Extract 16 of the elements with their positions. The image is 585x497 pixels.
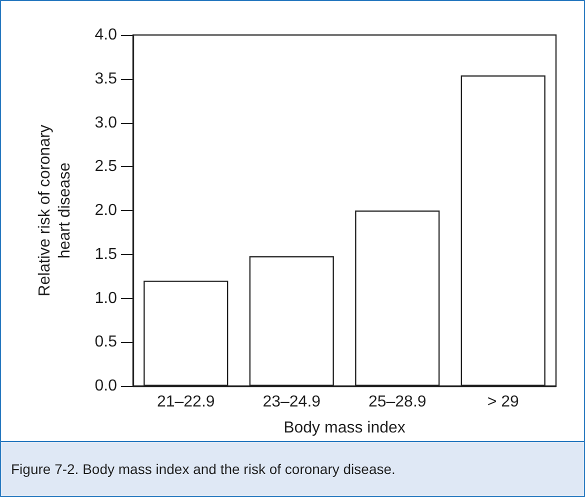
x-tick-label: 21–22.9 xyxy=(156,394,215,410)
y-tick-label: 0.0 xyxy=(94,378,118,394)
y-axis-title: Relative risk of coronary heart disease xyxy=(36,124,74,296)
y-tick-label: 1.0 xyxy=(94,290,118,307)
y-tick-label: 2.5 xyxy=(94,158,118,176)
x-tick-label: 25–28.9 xyxy=(368,394,426,410)
y-tick-label: 4.0 xyxy=(94,26,118,44)
y-tick-label: 3.0 xyxy=(94,114,118,132)
x-axis-title: Body mass index xyxy=(284,420,406,436)
y-tick-label: 1.5 xyxy=(94,246,118,263)
y-tick-label: 2.0 xyxy=(94,202,118,219)
x-tick-label: 23–24.9 xyxy=(262,394,321,410)
caption: Figure 7-2. Body mass index and the risk of coronary disease. xyxy=(11,460,396,479)
y-tick-label: 3.5 xyxy=(94,70,118,88)
x-tick-label: > 29 xyxy=(487,394,520,410)
y-tick-label: 0.5 xyxy=(94,334,118,351)
